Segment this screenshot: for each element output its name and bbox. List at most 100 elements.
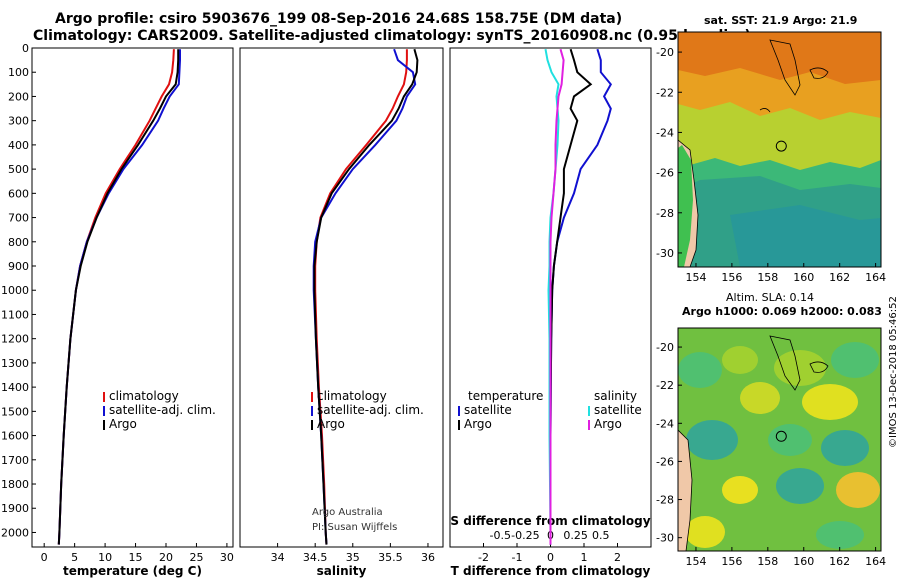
sla-blob-1 [678, 352, 722, 388]
y-tick-label: 900 [8, 260, 29, 273]
y-tick-label: 1100 [1, 308, 29, 321]
y-tick-label: 1200 [1, 333, 29, 346]
legend-label: Argo [594, 417, 622, 431]
y-tick-label: 100 [8, 66, 29, 79]
chart-title-line1: Argo profile: csiro 5903676_199 08-Sep-2… [55, 11, 623, 27]
y-tick-label: 1400 [1, 381, 29, 394]
x-axis-title: salinity [317, 564, 367, 578]
sst-map-frame [677, 31, 882, 268]
sst-map: 154 156 158 160 162 164 -20 -22 -24 -26 -28 -30 [656, 31, 886, 284]
x-tick-label: -2 [478, 551, 489, 564]
x-top-tick-label: -0.5 [490, 529, 511, 542]
x-tick-label: 35.5 [378, 551, 403, 564]
x-tick-label: 34 [271, 551, 285, 564]
lat-tick-label: -30 [656, 532, 674, 545]
legend-label: Argo [317, 417, 345, 431]
lat-tick-label: -26 [656, 167, 674, 180]
temperature-panel-frame [31, 47, 234, 548]
sla-blob-6 [802, 384, 858, 420]
legend-label: climatology [317, 389, 387, 403]
legend-label: Argo [109, 417, 137, 431]
chart-title-line2: Climatology: CARS2009. Satellite-adjuste… [33, 28, 751, 44]
legend-title-temperature: temperature [468, 389, 543, 403]
lon-tick-label: 164 [865, 271, 886, 284]
credit-line1: Argo Australia [312, 507, 383, 518]
series-group-salinity [312, 48, 419, 545]
legend-title-salinity: salinity [594, 389, 637, 403]
x-tick-label: 25 [189, 551, 203, 564]
salinity-panel: 34 34.5 35 35.5 36 salinity climatologysatelli… [271, 48, 435, 578]
sst-hottest-band [678, 32, 881, 84]
y-tick-label: 800 [8, 236, 29, 249]
sst-coolest-band [730, 205, 881, 267]
x-tick-label: 2 [614, 551, 621, 564]
sla-blob-5 [740, 382, 780, 414]
sla-map-title-line2: Argo h1000: 0.069 h2000: 0.083 [682, 305, 882, 318]
lon-tick-label: 158 [757, 271, 778, 284]
y-tick-label: 200 [8, 90, 29, 103]
series-line-argo [57, 49, 180, 545]
sla-blob-4 [831, 342, 879, 378]
lat-tick-label: -24 [656, 126, 674, 139]
credit-line2: PI: Susan Wijffels [312, 522, 397, 533]
lon-tick-label: 154 [685, 271, 706, 284]
series-line-salinity-argo [549, 48, 565, 545]
sla-map: 154 156 158 160 162 164 -20 -22 -24 -26 -28 -30 [656, 327, 886, 568]
x-tick-label: 1 [581, 551, 588, 564]
sla-blob-15 [816, 521, 864, 549]
y-tick-label: 300 [8, 115, 29, 128]
lat-tick-label: -28 [656, 494, 674, 507]
series-line-argo [313, 48, 419, 545]
x-top-tick-label: -0.25 [511, 529, 539, 542]
x-tick-label: 15 [129, 551, 143, 564]
y-tick-label: 400 [8, 139, 29, 152]
lon-tick-label: 160 [793, 555, 814, 568]
legend-label: satellite-adj. clim. [317, 403, 424, 417]
y-tick-label: 500 [8, 163, 29, 176]
sst-land-vegetation [678, 145, 693, 267]
sla-reef-contour [769, 335, 801, 391]
series-line-satellite-adj-clim- [57, 49, 181, 545]
y-tick-label: 1300 [1, 357, 29, 370]
lat-tick-label: -26 [656, 455, 674, 468]
lat-tick-label: -22 [656, 86, 674, 99]
sla-blob-10 [722, 476, 758, 504]
x-tick-label: 5 [71, 551, 78, 564]
x-top-tick-label: 0.25 [563, 529, 588, 542]
lon-tick-label: 154 [685, 555, 706, 568]
x-tick-label: 0 [547, 551, 554, 564]
legend-label: climatology [109, 389, 179, 403]
sla-map-title-line1: Altim. SLA: 0.14 [726, 291, 815, 304]
x-tick-label: 10 [98, 551, 112, 564]
x-axis-temperature: 0 5 10 15 20 25 30 [41, 543, 234, 564]
x-axis-difference: -2 -1 0 1 2-0.5 -0.25 0 0.25 0.5 [478, 529, 621, 564]
series-line-satellite-adj-clim- [312, 48, 417, 545]
lat-tick-label: -20 [656, 341, 674, 354]
y-tick-label: 1800 [1, 478, 29, 491]
x-tick-label: 34.5 [303, 551, 328, 564]
sla-blob-7 [686, 420, 738, 460]
sst-map-title: sat. SST: 21.9 Argo: 21.9 [704, 14, 858, 27]
sla-blob-3 [774, 350, 826, 386]
sst-argo-marker [775, 140, 787, 152]
x-tick-label: 20 [159, 551, 173, 564]
difference-panel: -2 -1 0 1 2-0.5 -0.25 0 0.25 0.5T difference fro… [450, 48, 651, 578]
x-axis-salinity: 34 34.5 35 35.5 36 [271, 543, 435, 564]
sla-argo-marker [775, 430, 787, 442]
lon-tick-label: 156 [721, 555, 742, 568]
sla-map-frame [677, 327, 882, 552]
sla-blob-8 [768, 424, 812, 456]
x-axis-title: temperature (deg C) [63, 564, 202, 578]
sla-map-ticks: 154 156 158 160 162 164 -20 -22 -24 -26 -28 -30 [656, 341, 886, 568]
sla-blob-14 [755, 516, 795, 544]
x-tick-label: 0 [41, 551, 48, 564]
y-tick-label: 1700 [1, 454, 29, 467]
y-tick-label: 1600 [1, 430, 29, 443]
sst-reef-contour-3 [759, 108, 771, 113]
sla-coastline [678, 429, 693, 551]
lon-tick-label: 164 [865, 555, 886, 568]
sla-blob-12 [836, 472, 880, 508]
y-tick-label: 1000 [1, 284, 29, 297]
sst-reef-contour-2 [809, 67, 829, 79]
